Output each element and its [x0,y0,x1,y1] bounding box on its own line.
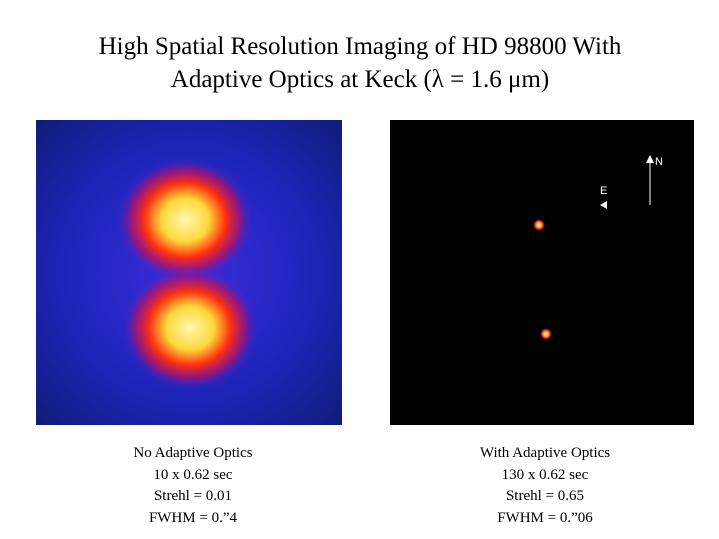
caption-line: FWHM = 0.”4 [149,510,238,526]
caption-line: FWHM = 0.”06 [497,510,593,526]
compass-east: E [600,185,607,197]
caption-line: No Adaptive Optics [133,445,252,461]
ao-image: N E [390,120,694,425]
captions: No Adaptive Optics 10 x 0.62 sec Strehl … [133,445,610,526]
caption-line: Strehl = 0.65 [506,488,584,504]
caption-line: 130 x 0.62 sec [502,467,589,483]
caption-line: Strehl = 0.01 [154,488,232,504]
compass-north: N [655,156,663,168]
title-line: High Spatial Resolution Imaging of HD 98… [99,33,622,60]
title-line: Adaptive Optics at Keck (λ = 1.6 μm) [171,66,549,93]
caption-line: With Adaptive Optics [480,445,610,461]
no-ao-image [36,120,342,425]
caption-line: 10 x 0.62 sec [153,467,232,483]
